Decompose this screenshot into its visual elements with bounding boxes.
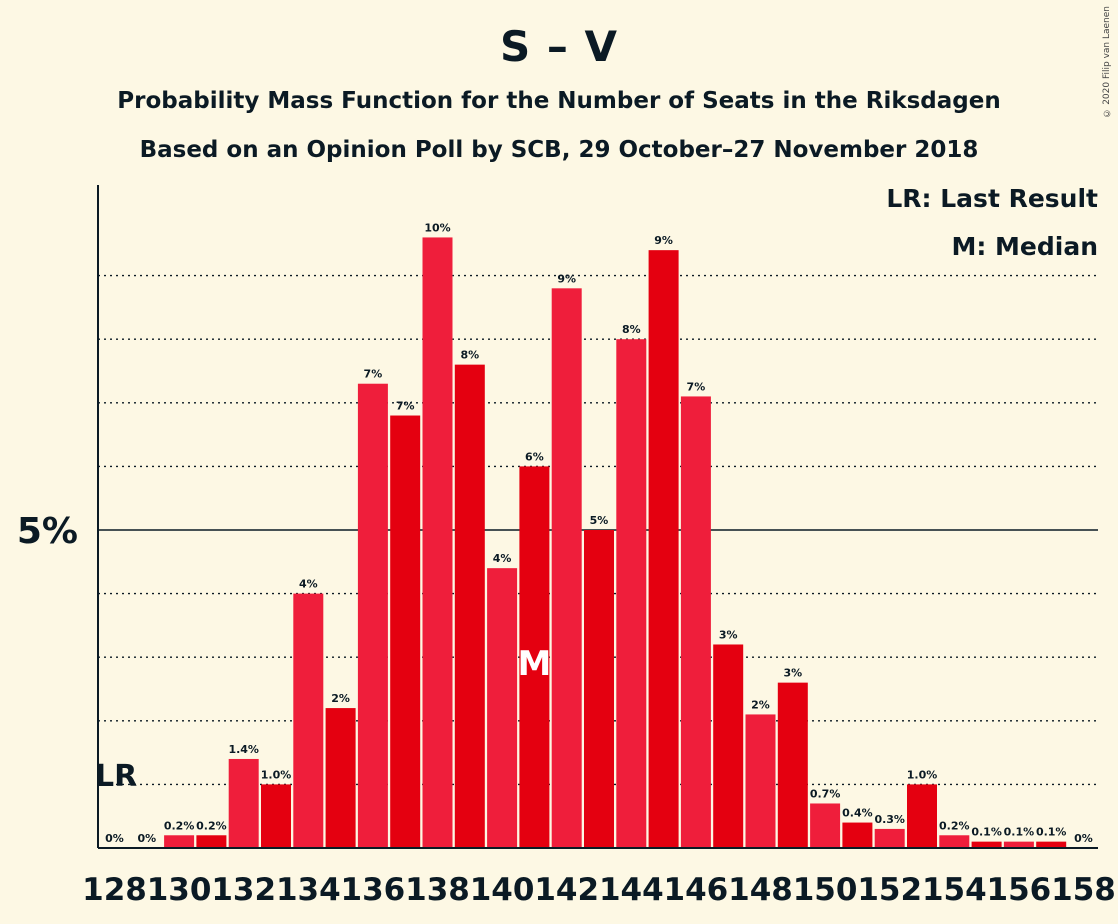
x-tick-label-134: 134	[276, 872, 341, 908]
legend-last-result: LR: Last Result	[886, 184, 1098, 213]
data-label-158: 0%	[1074, 832, 1093, 845]
x-tick-label-128: 128	[82, 872, 147, 908]
data-label-154: 0.2%	[939, 819, 970, 832]
data-label-139: 8%	[460, 349, 479, 362]
data-label-138: 10%	[424, 221, 450, 234]
bar-148	[745, 714, 776, 848]
x-tick-label-150: 150	[793, 872, 858, 908]
x-tick-label-130: 130	[147, 872, 212, 908]
bar-146	[680, 396, 711, 848]
x-tick-label-136: 136	[341, 872, 406, 908]
bar-141	[519, 466, 550, 848]
x-tick-label-148: 148	[728, 872, 793, 908]
chart-title: S – V	[500, 22, 618, 71]
bar-151	[842, 822, 873, 848]
bar-145	[648, 250, 679, 848]
data-label-143: 5%	[590, 514, 609, 527]
chart-subtitle: Probability Mass Function for the Number…	[117, 88, 1001, 114]
median-marker: M	[517, 644, 551, 684]
bar-156	[1003, 841, 1034, 848]
legend-median: M: Median	[951, 232, 1098, 261]
data-label-137: 7%	[396, 400, 415, 413]
data-label-129: 0%	[137, 832, 156, 845]
data-label-135: 2%	[331, 692, 350, 705]
data-label-148: 2%	[751, 698, 770, 711]
bar-132	[228, 758, 259, 848]
bar-150	[810, 803, 841, 848]
data-label-147: 3%	[719, 628, 738, 641]
data-label-131: 0.2%	[196, 819, 227, 832]
x-tick-label-152: 152	[857, 872, 922, 908]
x-tick-label-140: 140	[470, 872, 535, 908]
bar-130	[164, 835, 195, 848]
last-result-marker: LR	[95, 759, 137, 794]
data-label-150: 0.7%	[810, 787, 841, 800]
chart-source: Based on an Opinion Poll by SCB, 29 Octo…	[139, 137, 979, 163]
data-label-146: 7%	[687, 380, 706, 393]
data-label-155: 0.1%	[971, 826, 1002, 839]
x-tick-label-132: 132	[211, 872, 276, 908]
x-tick-label-142: 142	[534, 872, 599, 908]
data-label-157: 0.1%	[1036, 826, 1067, 839]
x-tick-label-158: 158	[1051, 872, 1116, 908]
bar-149	[777, 682, 808, 848]
bar-133	[261, 784, 291, 848]
bar-147	[713, 644, 744, 848]
x-tick-label-156: 156	[987, 872, 1052, 908]
bar-140	[487, 568, 518, 848]
x-tick-label-144: 144	[599, 872, 664, 908]
data-label-142: 9%	[557, 272, 576, 285]
bar-144	[616, 339, 647, 848]
bar-134	[293, 593, 324, 848]
bar-137	[390, 415, 421, 848]
bar-135	[325, 708, 356, 848]
bar-131	[196, 835, 227, 848]
y-tick-label: 5%	[17, 511, 78, 552]
data-label-141: 6%	[525, 450, 544, 463]
bar-142	[551, 288, 582, 848]
data-label-134: 4%	[299, 578, 318, 591]
x-tick-label-154: 154	[922, 872, 987, 908]
x-tick-label-138: 138	[405, 872, 470, 908]
data-label-133: 1.0%	[261, 768, 292, 781]
x-tick-label-146: 146	[664, 872, 729, 908]
bar-154	[939, 835, 970, 848]
data-label-145: 9%	[654, 234, 673, 247]
data-label-149: 3%	[783, 667, 802, 680]
data-label-152: 0.3%	[874, 813, 905, 826]
data-label-144: 8%	[622, 323, 641, 336]
bar-152	[874, 828, 905, 848]
data-label-130: 0.2%	[164, 819, 195, 832]
bar-139	[454, 364, 485, 848]
bar-157	[1036, 841, 1067, 848]
data-label-156: 0.1%	[1004, 826, 1035, 839]
bar-143	[584, 530, 614, 848]
data-label-128: 0%	[105, 832, 124, 845]
data-label-132: 1.4%	[228, 743, 259, 756]
data-label-136: 7%	[364, 368, 383, 381]
bar-153	[907, 784, 937, 848]
bar-136	[357, 383, 388, 848]
data-label-153: 1.0%	[907, 768, 938, 781]
bar-138	[422, 237, 453, 848]
bar-155	[971, 841, 1002, 848]
data-label-151: 0.4%	[842, 807, 873, 820]
data-label-140: 4%	[493, 552, 512, 565]
